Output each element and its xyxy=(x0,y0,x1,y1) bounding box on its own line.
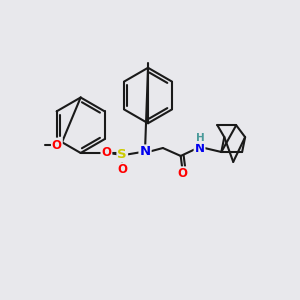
Text: N: N xyxy=(140,146,151,158)
Text: N: N xyxy=(194,142,205,154)
Text: H: H xyxy=(196,133,205,143)
Text: O: O xyxy=(117,163,127,176)
Text: O: O xyxy=(101,146,111,160)
Text: O: O xyxy=(52,139,62,152)
Text: O: O xyxy=(178,167,188,180)
Text: S: S xyxy=(117,148,127,161)
